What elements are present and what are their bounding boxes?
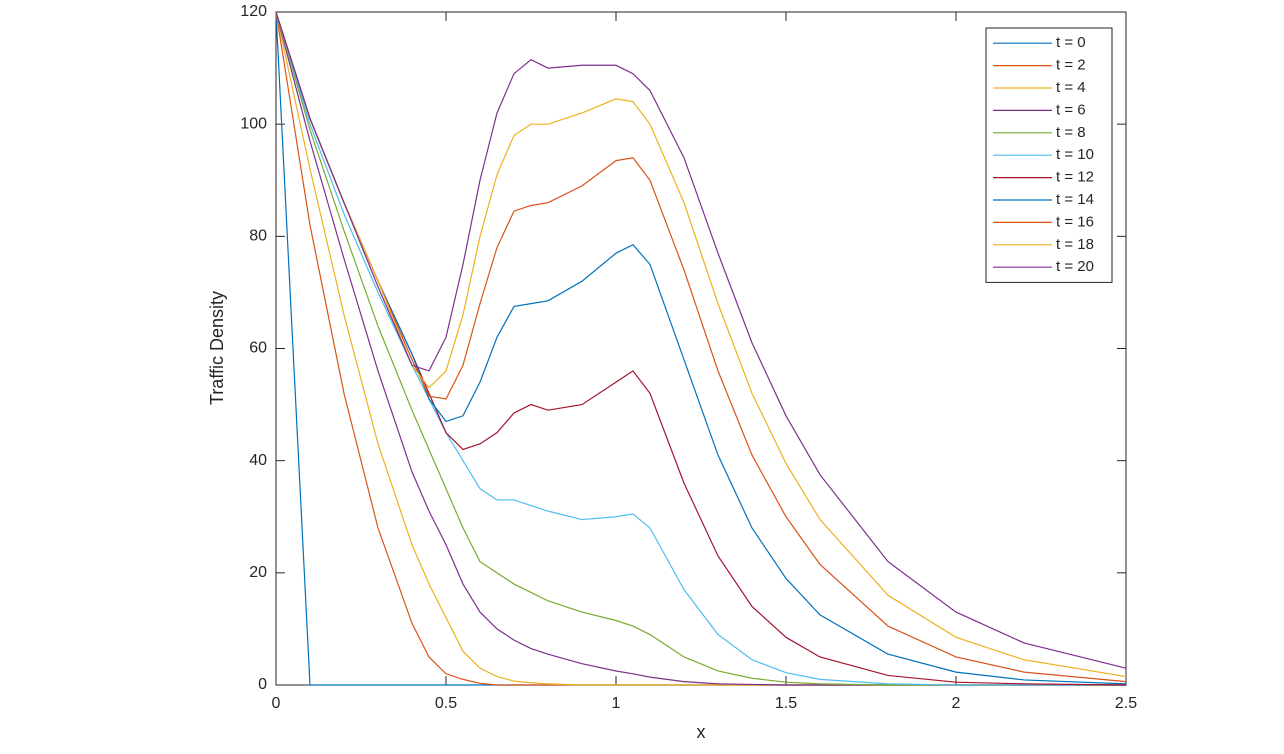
y-tick-label: 0	[258, 676, 267, 693]
x-tick-label: 2	[952, 695, 961, 712]
series-line	[275, 11, 1126, 686]
y-tick-label: 80	[249, 228, 267, 245]
legend-label: t = 16	[1056, 213, 1094, 230]
legend-label: t = 14	[1056, 191, 1094, 208]
legend-label: t = 12	[1056, 169, 1094, 186]
legend-label: t = 4	[1056, 79, 1086, 96]
legend-label: t = 6	[1056, 101, 1086, 118]
series-line	[275, 11, 1126, 686]
legend-label: t = 18	[1056, 236, 1094, 253]
legend-label: t = 0	[1056, 34, 1086, 51]
plot-area	[275, 11, 1127, 686]
x-tick-label: 0.5	[435, 695, 457, 712]
series-line	[275, 11, 1127, 685]
x-tick-label: 1.5	[775, 695, 797, 712]
series-line	[275, 11, 1127, 669]
y-tick-label: 100	[240, 115, 267, 132]
y-axis-label: Traffic Density	[207, 291, 227, 405]
legend-label: t = 20	[1056, 258, 1094, 275]
x-tick-label: 0	[272, 695, 281, 712]
x-axis-label: x	[697, 722, 706, 742]
x-tick-label: 2.5	[1115, 695, 1137, 712]
x-tick-label: 1	[612, 695, 621, 712]
series-line	[275, 11, 1126, 686]
series-line	[275, 11, 1127, 678]
legend-label: t = 10	[1056, 146, 1094, 163]
y-tick-label: 20	[249, 564, 267, 581]
legend-label: t = 8	[1056, 124, 1086, 141]
y-tick-label: 120	[240, 3, 267, 20]
y-tick-label: 60	[249, 340, 267, 357]
y-tick-label: 40	[249, 452, 267, 469]
legend-label: t = 2	[1056, 57, 1086, 74]
